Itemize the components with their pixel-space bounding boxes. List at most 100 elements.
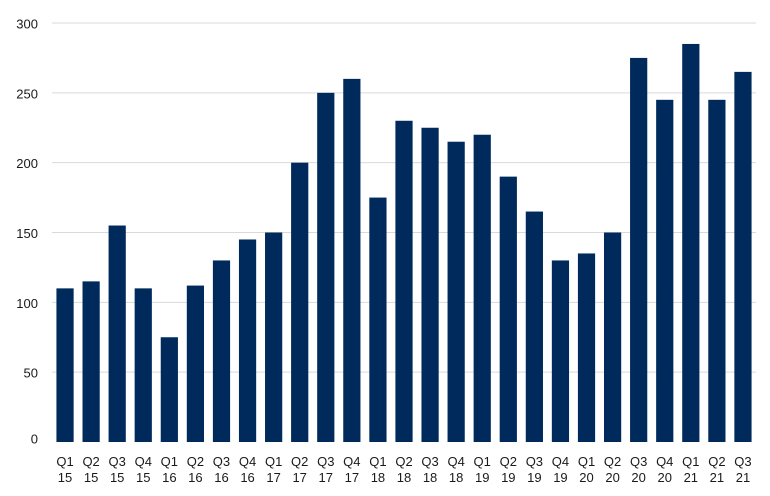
x-tick-year: 16: [188, 470, 202, 485]
x-tick-year: 15: [84, 470, 98, 485]
y-axis: 0 50 100 150 200 250 300: [16, 16, 38, 446]
x-tick-year: 17: [319, 470, 333, 485]
x-tick-year: 17: [292, 470, 306, 485]
x-tick-year: 19: [475, 470, 489, 485]
y-tick-label: 50: [24, 366, 38, 381]
bar-q1-21: [682, 43, 700, 442]
x-tick-year: 20: [658, 470, 672, 485]
bar-q2-19: [499, 176, 517, 442]
bar-q3-21: [734, 71, 752, 442]
y-tick-label: 200: [16, 156, 38, 171]
x-tick-label: Q1 15: [56, 454, 73, 485]
x-tick-label: Q1 19: [474, 454, 491, 485]
x-tick-quarter: Q3: [109, 454, 126, 469]
x-tick-label: Q2 20: [604, 454, 621, 485]
x-tick-label: Q4 16: [239, 454, 256, 485]
x-tick-year: 18: [397, 470, 411, 485]
x-tick-quarter: Q1: [265, 454, 282, 469]
x-tick-label: Q3 19: [526, 454, 543, 485]
x-tick-year: 18: [423, 470, 437, 485]
bar-q1-19: [473, 134, 491, 443]
bar-q1-18: [369, 197, 387, 442]
x-tick-year: 18: [371, 470, 385, 485]
x-tick-label: Q3 18: [421, 454, 438, 485]
x-tick-year: 16: [240, 470, 254, 485]
bar-q4-18: [447, 141, 465, 442]
bar-q4-15: [134, 288, 152, 442]
bar-q3-20: [630, 57, 648, 443]
x-tick-quarter: Q2: [708, 454, 725, 469]
x-tick-year: 16: [162, 470, 176, 485]
y-tick-label: 100: [16, 296, 38, 311]
x-tick-quarter: Q3: [526, 454, 543, 469]
y-tick-label: 150: [16, 226, 38, 241]
x-tick-label: Q2 21: [708, 454, 725, 485]
x-tick-label: Q4 18: [447, 454, 464, 485]
x-tick-quarter: Q1: [369, 454, 386, 469]
x-tick-year: 15: [136, 470, 150, 485]
x-tick-quarter: Q2: [291, 454, 308, 469]
x-tick-quarter: Q4: [239, 454, 256, 469]
bar-q2-18: [395, 120, 413, 443]
x-tick-quarter: Q4: [135, 454, 152, 469]
bar-q3-17: [317, 92, 335, 442]
x-tick-quarter: Q4: [343, 454, 360, 469]
bar-q2-20: [603, 232, 622, 442]
bar-q3-15: [108, 225, 126, 442]
x-tick-year: 20: [605, 470, 619, 485]
bar-q2-21: [708, 99, 726, 442]
x-tick-quarter: Q1: [682, 454, 699, 469]
x-tick-label: Q3 20: [630, 454, 647, 485]
bar-q1-15: [56, 288, 74, 442]
bars: [56, 43, 752, 443]
x-tick-year: 19: [527, 470, 541, 485]
x-tick-quarter: Q1: [161, 454, 178, 469]
x-tick-quarter: Q2: [395, 454, 412, 469]
x-tick-quarter: Q3: [213, 454, 230, 469]
x-tick-year: 18: [449, 470, 463, 485]
x-tick-label: Q4 17: [343, 454, 360, 485]
x-tick-quarter: Q2: [82, 454, 99, 469]
x-tick-label: Q1 18: [369, 454, 386, 485]
x-tick-label: Q2 16: [187, 454, 204, 485]
x-tick-quarter: Q3: [734, 454, 751, 469]
bar-q2-17: [291, 162, 309, 443]
x-tick-quarter: Q2: [604, 454, 621, 469]
x-tick-year: 21: [710, 470, 724, 485]
x-tick-quarter: Q3: [630, 454, 647, 469]
x-tick-label: Q3 17: [317, 454, 334, 485]
y-tick-label: 300: [16, 16, 38, 31]
bar-q3-18: [421, 127, 439, 442]
x-tick-label: Q2 17: [291, 454, 308, 485]
bar-q4-20: [656, 99, 674, 442]
x-tick-year: 15: [58, 470, 72, 485]
bar-q4-19: [551, 260, 570, 442]
bar-q1-17: [265, 232, 283, 442]
bar-q2-15: [82, 281, 100, 442]
bar-q3-16: [212, 260, 231, 442]
x-tick-year: 20: [631, 470, 645, 485]
x-tick-label: Q3 15: [109, 454, 126, 485]
x-tick-year: 21: [684, 470, 698, 485]
x-tick-quarter: Q2: [187, 454, 204, 469]
x-tick-year: 17: [266, 470, 280, 485]
x-tick-label: Q1 17: [265, 454, 282, 485]
x-tick-label: Q1 21: [682, 454, 699, 485]
x-tick-quarter: Q2: [500, 454, 517, 469]
x-tick-label: Q3 16: [213, 454, 230, 485]
x-tick-label: Q1 20: [578, 454, 595, 485]
bar-q1-20: [577, 253, 596, 442]
bar-q3-19: [525, 211, 543, 442]
x-tick-label: Q3 21: [734, 454, 751, 485]
x-tick-year: 17: [345, 470, 359, 485]
x-tick-year: 16: [214, 470, 228, 485]
x-tick-quarter: Q1: [578, 454, 595, 469]
x-tick-label: Q2 15: [82, 454, 99, 485]
x-tick-quarter: Q3: [421, 454, 438, 469]
x-tick-year: 15: [110, 470, 124, 485]
x-tick-year: 21: [736, 470, 750, 485]
x-tick-label: Q4 15: [135, 454, 152, 485]
